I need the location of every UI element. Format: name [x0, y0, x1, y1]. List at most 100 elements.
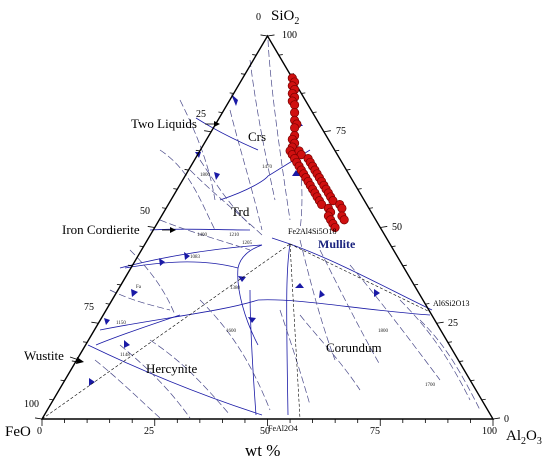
boundary-cordierite-hercynite [249, 289, 257, 416]
isotherm-line [119, 344, 191, 419]
right-tick-label: 100 [282, 30, 297, 41]
arrow-icon [89, 378, 95, 386]
axis-tick [161, 207, 167, 209]
arrow-icon [292, 170, 301, 176]
isotherm-label: 1210 [229, 233, 240, 238]
axis-tick [195, 149, 200, 152]
data-point [290, 100, 300, 110]
boundary-fa-hercynite [99, 299, 259, 331]
isotherm-line [109, 289, 171, 311]
arrow-icon [238, 276, 246, 282]
isotherm-line [159, 219, 251, 251]
axis-tick [204, 130, 212, 133]
axis-tick [267, 34, 275, 37]
left-tick-label: 25 [196, 109, 206, 120]
isotherm-line [94, 359, 161, 419]
isotherm-line [189, 169, 263, 236]
arrow-icon [319, 290, 325, 298]
arrow-icon [104, 318, 110, 325]
axis-tick [147, 226, 155, 228]
vertex-label-top: SiO2 [271, 8, 299, 27]
isotherm-line [159, 149, 216, 231]
tie-line [41, 243, 291, 420]
axis-tick [447, 341, 452, 343]
axis-tick [139, 245, 144, 248]
isotherm-line [249, 59, 276, 201]
boundary-cordierite-fayalite [237, 244, 263, 346]
vertex-label-left: FeO [5, 424, 31, 440]
arrow-icon [231, 94, 238, 106]
axis-tick [425, 303, 430, 305]
axis-tick [173, 188, 178, 190]
phase-label-two-liquids: Two Liquids [131, 116, 197, 131]
bottom-tick-label: 100 [482, 426, 497, 437]
bottom-tick-label: 50 [260, 426, 270, 437]
arrow-icon [159, 258, 165, 266]
axis-tick [323, 130, 331, 133]
axis-tick [218, 111, 223, 113]
data-point [328, 196, 338, 206]
axis-tick [278, 54, 283, 56]
axis-tick [470, 379, 475, 382]
isotherm-label: 1400 [197, 233, 208, 238]
isotherm-label: 1800 [200, 173, 211, 178]
axis-tick [184, 169, 189, 171]
arrow-icon [374, 289, 380, 297]
bottom-tick-label: 25 [144, 426, 154, 437]
isotherm-label: 1205 [242, 241, 253, 246]
phase-label-iron-cordierite: Iron Cordierite [62, 222, 140, 237]
right-tick-label: 75 [336, 126, 346, 137]
boundary-silica-cordierite [119, 244, 263, 269]
axis-tick [312, 111, 317, 113]
tie-line [289, 243, 431, 313]
boundary-two-liquids [195, 117, 259, 151]
axis-tick [414, 283, 419, 286]
vertex-label-right: Al2O3 [506, 428, 542, 447]
isotherm-label: 1470 [262, 165, 273, 170]
axis-tick [481, 398, 486, 401]
phase-label-fa: Fa [136, 285, 142, 290]
axis-tick [105, 303, 110, 305]
data-points [285, 73, 349, 233]
isotherm-line [267, 39, 291, 221]
phase-label-mullite: Mullite [318, 237, 356, 251]
isotherm-label: 1083 [190, 255, 201, 260]
isotherm-line [349, 264, 441, 381]
arrow-icon [214, 121, 220, 127]
arrow-icon [76, 357, 84, 364]
axis-tick [252, 54, 257, 56]
arrow-icon [184, 252, 190, 260]
axis-tick [301, 92, 306, 94]
arrow-icon [124, 340, 130, 348]
axis-tick [436, 321, 444, 324]
isotherm-line [179, 99, 216, 201]
arrow-icon [295, 283, 304, 288]
unit-label: wt % [245, 441, 280, 460]
arrow-icon [214, 172, 220, 180]
data-point [290, 123, 300, 133]
compound-label-andalusite: Al6Si2O13 [433, 299, 469, 308]
tie-line [289, 243, 301, 420]
isotherm-line [319, 249, 381, 366]
axis-tick [402, 264, 407, 267]
axis-tick [128, 264, 133, 267]
arrow-icon [131, 289, 138, 297]
axis-tick [492, 417, 501, 420]
isotherm-label: 1700 [425, 383, 436, 388]
axis-tick [229, 92, 234, 94]
isotherm-label: 1380 [230, 286, 241, 291]
phase-label-wustite: Wustite [24, 348, 64, 363]
axis-tick [459, 360, 464, 362]
boundary-cristobalite-tridymite [219, 149, 311, 201]
data-point [337, 203, 347, 213]
data-point [317, 199, 327, 210]
boundary-wustite-hercynite [87, 344, 263, 416]
data-point [339, 215, 349, 225]
left-tick-label: 100 [24, 399, 39, 410]
compound-label-hercynite: FeAl2O4 [268, 424, 298, 433]
isotherm-line [299, 314, 361, 391]
axis-tick [91, 321, 99, 324]
right-tick-label: 0 [504, 414, 509, 425]
left-tick-label: 75 [84, 302, 94, 313]
axis-tick [346, 169, 351, 171]
